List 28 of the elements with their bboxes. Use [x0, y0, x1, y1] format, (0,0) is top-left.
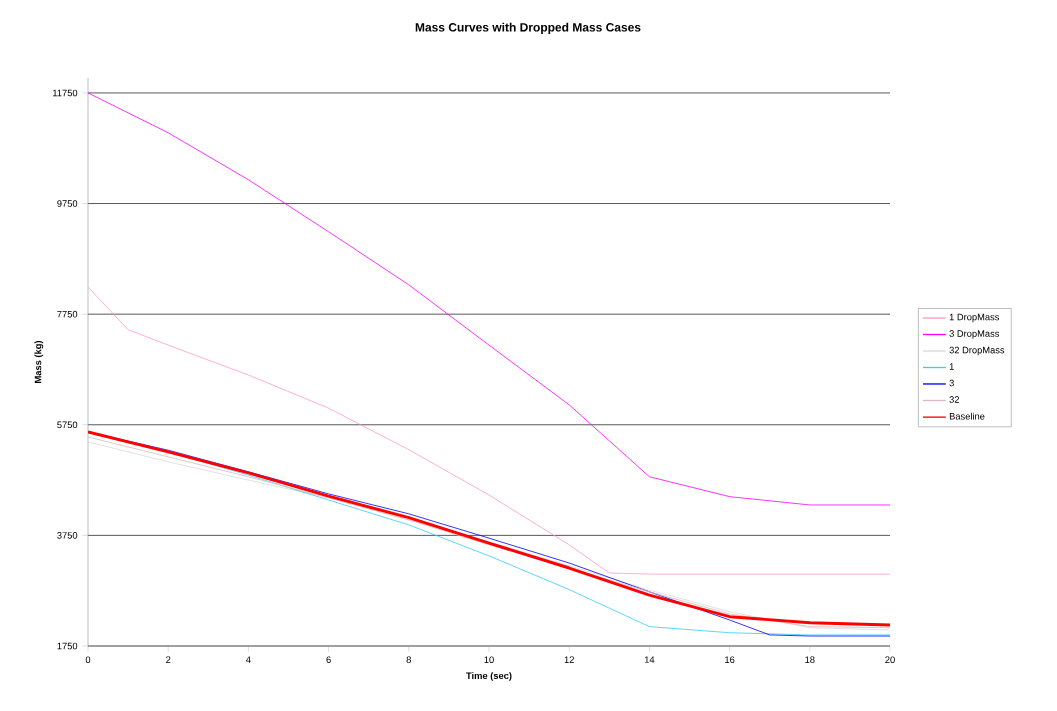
x-axis-title: Time (sec) — [466, 672, 512, 681]
y-tick-label: 11750 — [53, 89, 78, 97]
x-tick-label: 10 — [484, 656, 494, 663]
x-tick-label: 6 — [326, 656, 331, 663]
legend-label: 32 DropMass — [949, 346, 1005, 356]
y-tick-label: 7750 — [57, 310, 78, 318]
x-tick-label: 0 — [85, 656, 91, 663]
legend-label: 3 — [949, 379, 954, 387]
x-tick-label: 20 — [885, 656, 895, 663]
x-tick-label: 18 — [805, 656, 815, 663]
y-tick-label: 3750 — [57, 532, 78, 539]
legend-label: 3 DropMass — [949, 330, 1000, 339]
x-tick-label: 16 — [725, 656, 735, 663]
y-tick-label: 9750 — [57, 200, 78, 207]
chart-title: Mass Curves with Dropped Mass Cases — [415, 22, 641, 34]
x-tick-label: 2 — [166, 656, 171, 663]
line-series — [88, 92, 890, 506]
x-tick-label: 8 — [406, 656, 411, 663]
x-tick-label: 14 — [644, 656, 655, 663]
legend-label: 32 — [949, 396, 960, 403]
x-tick-label: 12 — [564, 656, 574, 663]
y-tick-label: 1750 — [57, 642, 78, 650]
x-tick-label: 4 — [246, 656, 251, 663]
legend-label: Baseline — [949, 412, 985, 420]
y-axis-title: Mass (kg) — [34, 340, 44, 383]
y-tick-label: 5750 — [57, 421, 78, 429]
legend-label: 1 DropMass — [949, 313, 1000, 323]
legend-label: 1 — [949, 363, 954, 370]
